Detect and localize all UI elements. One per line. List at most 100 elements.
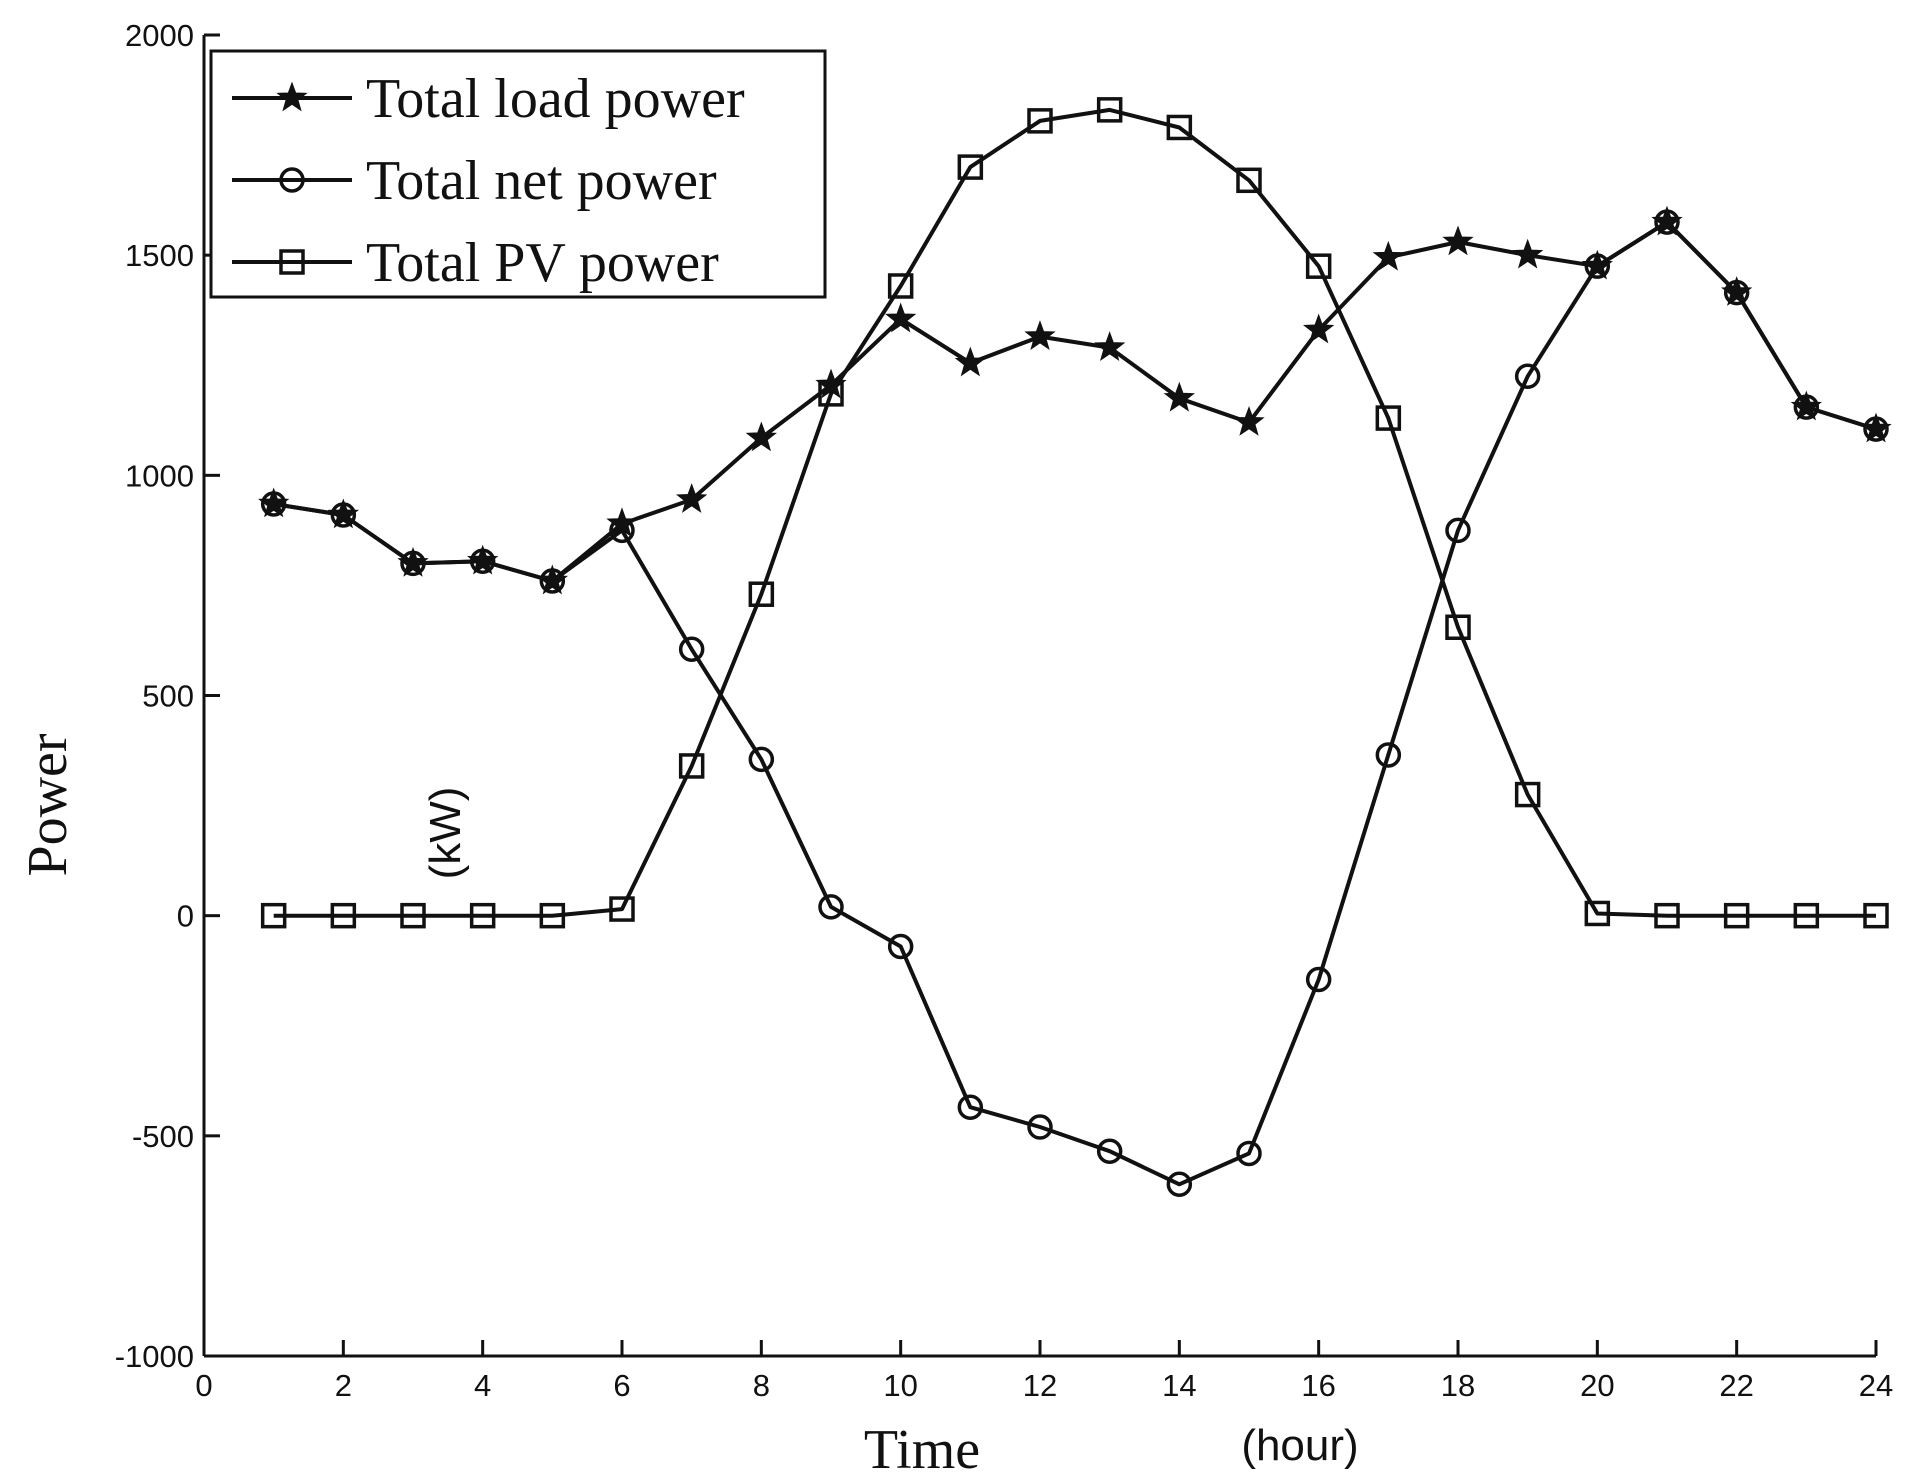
x-axis-title: Time [864,1419,980,1481]
legend-item: Total PV power [232,232,719,294]
legend-box [209,49,827,299]
star-marker [954,346,986,377]
circle-marker [279,167,305,193]
circle-marker [748,746,775,773]
circle-marker [1236,1140,1262,1167]
x-tick-label: 6 [613,1368,630,1403]
square-marker [1096,97,1123,123]
x-tick-label: 24 [1859,1368,1893,1403]
y-tick-label: 1500 [125,238,194,273]
x-tick-label: 4 [474,1368,491,1403]
square-marker [539,902,566,929]
circle-marker [1514,363,1541,390]
series-total-pv-power [260,97,1889,929]
square-marker [1584,900,1611,927]
star-marker [467,544,499,575]
star-marker [1651,205,1683,236]
x-tick-label: 12 [1023,1368,1057,1403]
x-tick-label: 10 [883,1368,917,1403]
star-marker [536,564,568,595]
y-tick-label: -1000 [115,1339,194,1374]
star-marker [327,498,359,529]
square-marker [887,273,914,299]
star-marker [815,368,847,399]
legend-item: Total load power [232,68,745,130]
star-marker [1303,313,1335,344]
square-marker [1166,114,1193,141]
y-tick-label: 1000 [125,458,194,493]
legend-item: Total net power [232,150,717,212]
star-marker [606,507,638,538]
series-line [273,220,1877,1187]
x-axis-unit: (hour) [1241,1421,1358,1470]
star-marker [1442,225,1474,256]
square-marker [1027,108,1053,134]
circle-marker [1027,1114,1053,1140]
circle-marker [1305,966,1332,993]
y-tick-label: -500 [132,1119,194,1154]
y-tick-label: 500 [142,679,194,714]
legend-label: Total net power [366,150,717,212]
square-marker [260,902,287,929]
circle-marker [957,1094,984,1120]
square-marker [748,581,775,607]
square-marker [330,902,357,929]
square-marker [1723,902,1750,929]
star-marker [676,483,708,513]
star-marker [1163,381,1195,412]
star-marker [258,487,290,518]
star-marker [1094,331,1126,361]
star-marker [1721,276,1753,306]
x-tick-label: 0 [195,1368,212,1403]
square-marker [1445,614,1471,640]
square-marker [1514,781,1541,808]
square-marker [1654,902,1680,929]
star-marker [1372,240,1404,271]
legend: Total load power Total net power Total PV … [209,49,827,299]
circle-marker [1166,1171,1193,1198]
y-axis-unit: (kW) [421,787,470,880]
x-tick-label: 8 [753,1368,770,1403]
x-tick-label: 16 [1301,1368,1335,1403]
star-marker [1024,320,1056,350]
circle-marker [1445,517,1471,544]
circle-marker [887,933,914,960]
square-marker [1236,167,1262,194]
square-marker [279,249,305,275]
circle-marker [678,636,705,663]
y-tick-label: 0 [177,899,194,934]
star-marker [1233,406,1265,436]
circle-marker [818,894,844,920]
square-marker [1305,253,1332,279]
square-marker [957,154,984,180]
star-marker [1860,412,1892,443]
star-marker [397,546,429,577]
star-marker [885,302,917,333]
square-marker [469,902,496,929]
square-marker [1863,902,1889,929]
circle-marker [1375,742,1402,768]
star-marker [1512,238,1544,269]
square-marker [1793,902,1820,929]
square-marker [678,753,705,779]
square-marker [1375,405,1402,431]
star-marker [745,421,777,452]
series-total-load-power [258,205,1892,595]
star-marker [276,81,308,112]
square-marker [400,902,426,929]
x-tick-label: 20 [1580,1368,1614,1403]
legend-label: Total PV power [366,232,719,294]
circle-marker [1096,1138,1123,1164]
star-marker [1581,249,1613,280]
x-tick-label: 2 [335,1368,352,1403]
series-layer [258,97,1892,1198]
x-tick-label: 14 [1162,1368,1196,1403]
series-total-net-power [260,209,1889,1198]
y-tick-label: 2000 [125,18,194,53]
y-axis-title: Power [17,733,79,876]
star-marker [1790,390,1822,421]
legend-label: Total load power [366,68,745,130]
square-marker [609,896,635,922]
